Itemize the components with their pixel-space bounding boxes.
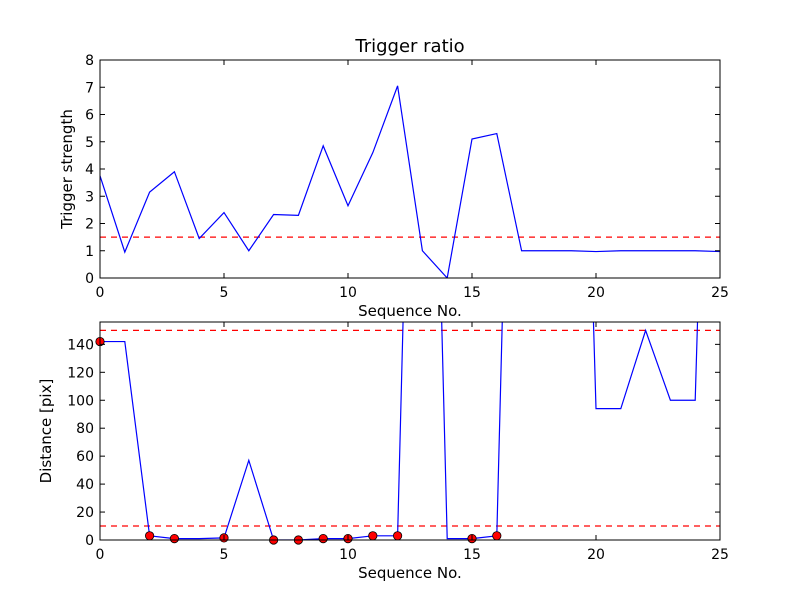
- x-axis-label: Sequence No.: [358, 302, 462, 320]
- y-tick-label: 3: [85, 189, 94, 205]
- y-tick-label: 0: [85, 271, 94, 287]
- y-tick-label: 60: [76, 449, 94, 465]
- data-point: [145, 531, 155, 541]
- x-tick-label: 5: [220, 547, 229, 563]
- y-tick-label: 1: [85, 244, 94, 260]
- y-tick-label: 40: [76, 477, 94, 493]
- x-tick-label: 0: [96, 547, 105, 563]
- y-tick-label: 140: [67, 337, 94, 353]
- x-tick-label: 20: [587, 285, 605, 301]
- y-tick-label: 20: [76, 505, 94, 521]
- x-tick-label: 15: [463, 285, 481, 301]
- y-axis-label: Distance [pix]: [37, 379, 55, 484]
- y-axis-label: Trigger strength: [58, 109, 76, 230]
- axes-frame: [99, 321, 721, 541]
- data-point: [169, 534, 179, 544]
- marker-group: [95, 336, 502, 545]
- series-line-1: [100, 85, 720, 278]
- y-tick-label: 7: [85, 80, 94, 96]
- y-tick-label: 4: [85, 162, 94, 178]
- x-tick-label: 10: [339, 285, 357, 301]
- y-tick-label: 2: [85, 217, 94, 233]
- y-tick-label: 6: [85, 108, 94, 124]
- data-point: [368, 531, 378, 541]
- chart-title: Trigger ratio: [354, 36, 464, 57]
- y-tick-label: 100: [67, 393, 94, 409]
- x-tick-label: 25: [711, 285, 729, 301]
- y-tick-label: 80: [76, 421, 94, 437]
- chart-panel-1: 0 5 10 15 20 25 0 1 2 3 4 5 6 7 8 Trigger ratio Sequence…: [58, 36, 729, 320]
- x-tick-label: 5: [220, 285, 229, 301]
- chart-panel-2: 0 5 10 15 20 25 0 20 40 60 80 100 120 140 Sequence No.…: [37, 321, 729, 582]
- x-tick-label: 0: [96, 285, 105, 301]
- data-point: [392, 531, 403, 541]
- y-tick-label: 0: [85, 533, 94, 549]
- y-tick-label: 5: [85, 135, 94, 151]
- plot-area: [100, 85, 720, 278]
- x-tick-label: 15: [463, 547, 481, 563]
- data-point: [318, 534, 328, 544]
- x-axis-label: Sequence No.: [358, 564, 462, 582]
- series-line-1: [100, 322, 699, 540]
- x-tick-label: 20: [587, 547, 605, 563]
- data-point: [492, 531, 502, 541]
- y-tick-label: 120: [67, 365, 94, 381]
- y-tick-label: 8: [85, 53, 94, 69]
- x-tick-label: 10: [339, 547, 357, 563]
- plot-area: [100, 322, 720, 540]
- x-tick-label: 25: [711, 547, 729, 563]
